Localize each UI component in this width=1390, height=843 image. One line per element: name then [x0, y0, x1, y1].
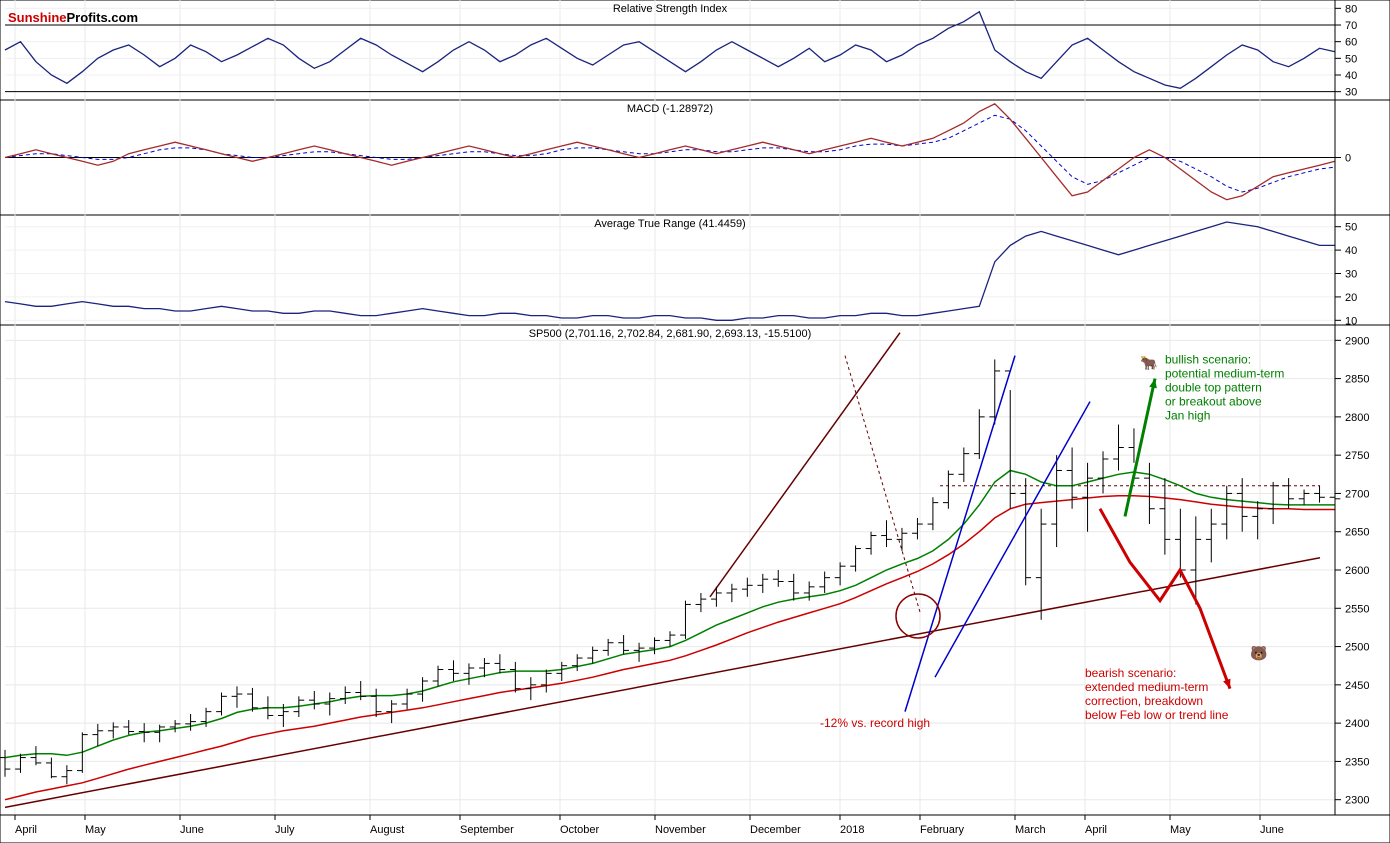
svg-text:50: 50 — [1345, 222, 1357, 234]
svg-text:2850: 2850 — [1345, 374, 1369, 386]
financial-chart: SunshineProfits.com 304050607080Relative… — [0, 0, 1390, 843]
svg-text:July: July — [275, 824, 295, 836]
svg-text:double top pattern: double top pattern — [1165, 380, 1262, 394]
svg-text:50: 50 — [1345, 53, 1357, 65]
svg-text:60: 60 — [1345, 37, 1357, 49]
svg-text:70: 70 — [1345, 20, 1357, 32]
svg-text:2750: 2750 — [1345, 450, 1369, 462]
svg-text:30: 30 — [1345, 269, 1357, 281]
svg-text:20: 20 — [1345, 292, 1357, 304]
svg-text:-12% vs. record high: -12% vs. record high — [820, 716, 930, 730]
svg-text:MACD (-1.28972): MACD (-1.28972) — [627, 103, 713, 115]
svg-text:2800: 2800 — [1345, 412, 1369, 424]
svg-text:2500: 2500 — [1345, 642, 1369, 654]
svg-text:extended medium-term: extended medium-term — [1085, 680, 1208, 694]
chart-svg: 30 40 50 60 70 80 Relative Strength Index 0 MACD… — [0, 0, 1390, 843]
svg-text:30: 30 — [1345, 87, 1357, 99]
svg-text:October: October — [560, 824, 599, 836]
svg-text:2350: 2350 — [1345, 756, 1369, 768]
svg-text:Relative Strength Index: Relative Strength Index — [613, 3, 728, 15]
svg-text:December: December — [750, 824, 801, 836]
svg-text:September: September — [460, 824, 514, 836]
svg-text:or breakout above: or breakout above — [1165, 394, 1262, 408]
svg-text:August: August — [370, 824, 404, 836]
svg-text:2300: 2300 — [1345, 795, 1369, 807]
svg-text:2650: 2650 — [1345, 527, 1369, 539]
svg-text:2900: 2900 — [1345, 335, 1369, 347]
svg-text:correction, breakdown: correction, breakdown — [1085, 694, 1203, 708]
svg-text:below Feb low or trend line: below Feb low or trend line — [1085, 708, 1229, 722]
svg-text:SP500 (2,701.16, 2,702.84, 2,6: SP500 (2,701.16, 2,702.84, 2,681.90, 2,6… — [529, 328, 812, 340]
svg-text:0: 0 — [1345, 153, 1351, 165]
svg-text:🐻: 🐻 — [1250, 644, 1268, 662]
svg-text:May: May — [1170, 824, 1191, 836]
svg-text:2700: 2700 — [1345, 488, 1369, 500]
svg-text:February: February — [920, 824, 965, 836]
svg-text:2550: 2550 — [1345, 603, 1369, 615]
svg-text:2018: 2018 — [840, 824, 864, 836]
svg-text:10: 10 — [1345, 315, 1357, 327]
svg-text:2450: 2450 — [1345, 680, 1369, 692]
svg-text:April: April — [15, 824, 37, 836]
svg-text:November: November — [655, 824, 706, 836]
svg-text:Jan high: Jan high — [1165, 408, 1210, 422]
svg-text:40: 40 — [1345, 245, 1357, 257]
svg-text:potential medium-term: potential medium-term — [1165, 366, 1284, 380]
svg-text:May: May — [85, 824, 106, 836]
svg-text:bullish scenario:: bullish scenario: — [1165, 352, 1251, 366]
svg-text:🐂: 🐂 — [1140, 354, 1157, 370]
svg-text:Average True Range (41.4459): Average True Range (41.4459) — [594, 218, 745, 230]
svg-text:2600: 2600 — [1345, 565, 1369, 577]
svg-text:March: March — [1015, 824, 1046, 836]
svg-text:40: 40 — [1345, 70, 1357, 82]
svg-text:June: June — [180, 824, 204, 836]
svg-text:April: April — [1085, 824, 1107, 836]
svg-text:2400: 2400 — [1345, 718, 1369, 730]
svg-text:80: 80 — [1345, 3, 1357, 15]
svg-text:June: June — [1260, 824, 1284, 836]
svg-text:bearish scenario:: bearish scenario: — [1085, 666, 1176, 680]
